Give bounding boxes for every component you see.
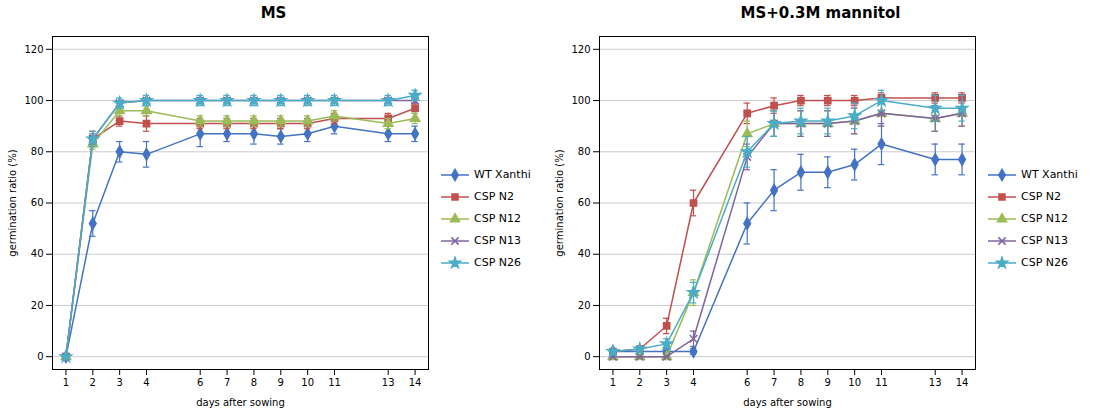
svg-text:10: 10 (848, 377, 861, 388)
html-text:CSP N12: CSP N12 (1021, 212, 1068, 225)
svg-text:10: 10 (301, 377, 314, 388)
svg-text:0: 0 (584, 351, 590, 362)
svg-text:80: 80 (578, 146, 591, 157)
svg-text:4: 4 (143, 377, 149, 388)
html-text:CSP N2: CSP N2 (474, 190, 514, 203)
svg-text:11: 11 (328, 377, 341, 388)
svg-text:40: 40 (31, 248, 44, 259)
svg-text:8: 8 (251, 377, 257, 388)
svg-text:days after sowing: days after sowing (743, 397, 832, 408)
svg-text:100: 100 (571, 95, 590, 106)
svg-text:100: 100 (24, 95, 43, 106)
html-text:CSP N13: CSP N13 (474, 234, 521, 247)
svg-text:3: 3 (663, 377, 669, 388)
svg-text:120: 120 (24, 44, 43, 55)
svg-text:60: 60 (31, 197, 44, 208)
svg-text:20: 20 (31, 300, 44, 311)
svg-text:7: 7 (771, 377, 777, 388)
svg-text:6: 6 (197, 377, 203, 388)
svg-text:9: 9 (278, 377, 284, 388)
svg-text:13: 13 (929, 377, 942, 388)
html-text:CSP N26: CSP N26 (474, 256, 521, 269)
html-text:MS+0.3M mannitol: MS+0.3M mannitol (740, 4, 901, 22)
svg-text:60: 60 (578, 197, 591, 208)
html-text:MS: MS (260, 4, 287, 22)
svg-text:3: 3 (116, 377, 122, 388)
svg-text:days after sowing: days after sowing (196, 397, 285, 408)
html-text:WT Xanthi: WT Xanthi (474, 168, 531, 181)
svg-text:8: 8 (798, 377, 804, 388)
svg-text:120: 120 (571, 44, 590, 55)
svg-text:1: 1 (63, 377, 69, 388)
html-text:WT Xanthi: WT Xanthi (1021, 168, 1078, 181)
html-text:CSP N26: CSP N26 (1021, 256, 1068, 269)
html-text:CSP N2: CSP N2 (1021, 190, 1061, 203)
svg-text:germination ratio (%): germination ratio (%) (7, 149, 18, 256)
svg-text:2: 2 (637, 377, 643, 388)
html-text:CSP N12: CSP N12 (474, 212, 521, 225)
html-text:CSP N13: CSP N13 (1021, 234, 1068, 247)
svg-text:4: 4 (690, 377, 696, 388)
svg-text:7: 7 (224, 377, 230, 388)
svg-text:14: 14 (956, 377, 969, 388)
svg-text:11: 11 (875, 377, 888, 388)
svg-text:20: 20 (578, 300, 591, 311)
svg-text:6: 6 (744, 377, 750, 388)
svg-text:13: 13 (382, 377, 395, 388)
svg-text:germination ratio (%): germination ratio (%) (554, 149, 565, 256)
svg-text:0: 0 (37, 351, 43, 362)
svg-text:2: 2 (90, 377, 96, 388)
svg-text:14: 14 (409, 377, 422, 388)
svg-text:1: 1 (610, 377, 616, 388)
svg-text:9: 9 (825, 377, 831, 388)
svg-text:80: 80 (31, 146, 44, 157)
svg-text:40: 40 (578, 248, 591, 259)
